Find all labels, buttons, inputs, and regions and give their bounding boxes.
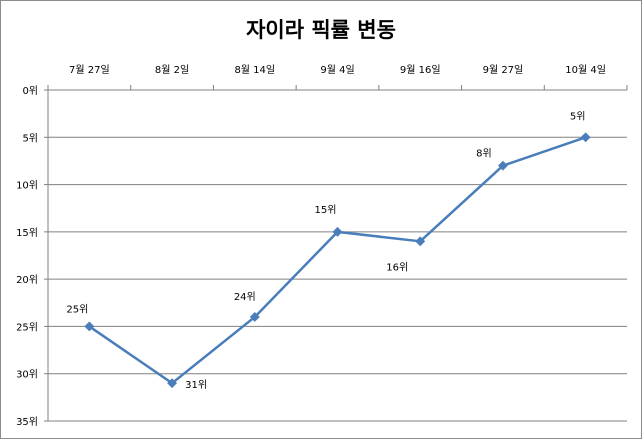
data-point-marker [332, 226, 343, 237]
data-label: 15위 [315, 203, 337, 216]
y-tick-label: 30위 [16, 368, 38, 381]
x-tick-label: 10월 4일 [565, 64, 606, 76]
x-tick-label: 9월 27일 [483, 64, 524, 76]
x-tick-label: 9월 4일 [320, 64, 354, 76]
x-tick-label: 8월 2일 [155, 64, 189, 76]
data-label: 8위 [476, 147, 492, 160]
y-tick-label: 15위 [16, 226, 38, 239]
data-label: 25위 [66, 302, 88, 315]
chart-title: 자이라 픽률 변동 [246, 18, 396, 42]
data-point-marker [415, 236, 426, 247]
x-tick-label: 8월 14일 [234, 64, 275, 76]
x-tick-label: 7월 27일 [69, 64, 110, 76]
series-line [88, 136, 587, 385]
y-tick-label: 5위 [22, 131, 38, 144]
y-tick-label: 20위 [16, 273, 38, 286]
data-point-marker [167, 378, 178, 389]
data-label: 31위 [185, 378, 207, 391]
data-point-marker [497, 160, 508, 171]
y-tick-label: 35위 [16, 415, 38, 428]
x-tick-label: 9월 16일 [400, 64, 441, 76]
y-tick-label: 0위 [22, 84, 38, 97]
y-tick-label: 10위 [16, 179, 38, 192]
data-label: 5위 [570, 109, 586, 122]
data-label: 16위 [386, 260, 408, 273]
y-tick-label: 25위 [16, 320, 38, 333]
data-label: 24위 [234, 290, 256, 303]
data-point-marker [580, 132, 591, 143]
